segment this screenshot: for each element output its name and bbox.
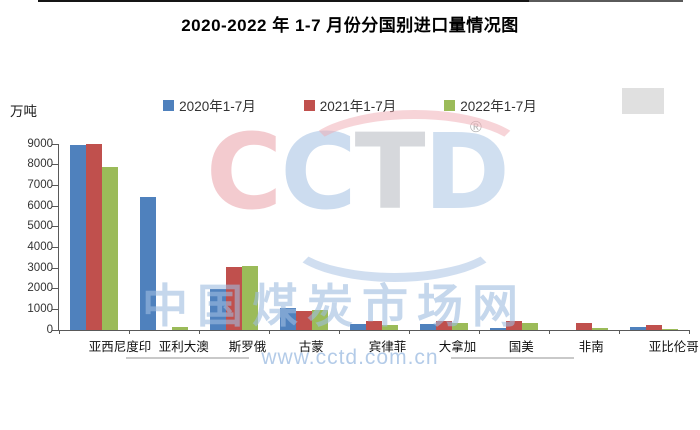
bar-group: [129, 197, 199, 330]
x-axis-category-label: 美国: [506, 340, 534, 356]
bar: [630, 327, 646, 330]
x-axis-category-label: 澳大利亚: [156, 340, 209, 356]
bar: [576, 323, 592, 330]
legend-item: 2020年1-7月: [163, 95, 256, 115]
y-axis-tick: [52, 184, 58, 186]
bar: [452, 323, 468, 330]
y-axis-tick-label: 6000: [27, 199, 53, 212]
y-axis-tick-label: 8000: [27, 158, 53, 171]
y-axis-tick: [52, 164, 58, 166]
chart-title: 2020-2022 年 1-7 月份分国别进口量情况图: [181, 16, 519, 35]
legend-label: 2022年1-7月: [460, 99, 537, 114]
y-axis-tick-label: 3000: [27, 261, 53, 274]
x-axis-category-label: 印度尼西亚: [86, 340, 151, 356]
bar-group: [479, 321, 549, 330]
x-axis-tick: [478, 330, 480, 334]
y-axis-tick-label: 5000: [27, 220, 53, 233]
y-axis-tick: [52, 288, 58, 290]
registered-trademark-icon: ®: [470, 119, 482, 136]
top-border-line: [38, 0, 529, 2]
x-axis-tick: [618, 330, 620, 334]
y-axis-tick: [52, 308, 58, 310]
bar-group: [269, 308, 339, 330]
x-axis-category-label: 蒙古: [296, 340, 324, 356]
y-axis-tick-label: 7000: [27, 178, 53, 191]
y-axis-tick: [52, 205, 58, 207]
bar: [280, 308, 296, 330]
plot-area: 0 1000 2000 3000 4000 5000 6000 7000 8000 9000 印度尼…: [27, 138, 698, 356]
bar-group: [549, 323, 619, 330]
bar: [86, 144, 102, 330]
y-axis-tick-label: 0: [46, 323, 53, 336]
bar-group: [619, 325, 689, 330]
top-border-line-light: [529, 0, 683, 2]
x-axis-category-label: 加拿大: [436, 340, 476, 356]
x-axis-category-label: 俄罗斯: [226, 340, 266, 356]
x-axis-category-label: 哥伦比亚: [646, 340, 699, 356]
bar-group: [59, 144, 129, 330]
y-axis-tick-label: 2000: [27, 282, 53, 295]
x-axis-category-label: 菲律宾: [366, 340, 406, 356]
bar: [312, 310, 328, 330]
y-axis-tick: [52, 226, 58, 228]
bar: [210, 289, 226, 330]
watermark-line-right: [450, 356, 574, 359]
legend-marker: [303, 99, 315, 111]
x-axis-tick: [128, 330, 130, 334]
bar-group: [199, 266, 269, 330]
legend-item: 2021年1-7月: [303, 95, 397, 115]
legend-label: 2021年1-7月: [319, 99, 397, 114]
bar-group: [409, 321, 479, 330]
bar: [490, 328, 506, 330]
x-axis-tick: [548, 330, 550, 334]
bar: [140, 197, 156, 330]
y-axis-tick: [52, 246, 58, 248]
y-axis-tick-label: 1000: [27, 302, 53, 315]
bar: [506, 321, 522, 330]
bar: [242, 266, 258, 330]
y-axis-tick: [52, 143, 58, 145]
x-axis-tick: [58, 330, 60, 334]
x-axis-tick: [408, 330, 410, 334]
legend-marker: [444, 99, 456, 111]
bar: [350, 324, 366, 330]
y-axis-unit-label: 万吨: [10, 104, 37, 119]
bar: [70, 145, 86, 330]
bar: [662, 329, 678, 330]
x-axis-tick: [198, 330, 200, 334]
legend: 2020年1-7月 2021年1-7月 2022年1-7月: [0, 95, 700, 115]
bar: [382, 325, 398, 330]
x-axis-tick: [338, 330, 340, 334]
bar: [522, 323, 538, 330]
y-axis-tick: [52, 267, 58, 269]
bar: [646, 325, 662, 330]
x-axis-category-label: 南非: [576, 340, 604, 356]
y-axis-tick-label: 9000: [27, 137, 53, 150]
x-axis-tick: [268, 330, 270, 334]
legend-label: 2020年1-7月: [179, 99, 256, 114]
y-axis-tick: [52, 329, 58, 331]
x-axis-tick: [688, 330, 690, 334]
bar: [436, 321, 452, 330]
legend-marker: [163, 99, 175, 111]
bar-group: [339, 321, 409, 330]
watermark-line-left: [126, 356, 250, 359]
bar: [366, 321, 382, 330]
bar: [172, 327, 188, 330]
bar: [296, 311, 312, 330]
bar: [226, 267, 242, 330]
watermark-url: www.cctd.com.cn: [261, 346, 439, 369]
bar: [102, 167, 118, 330]
legend-item: 2022年1-7月: [444, 95, 537, 115]
bar: [420, 324, 436, 330]
y-axis-tick-label: 4000: [27, 240, 53, 253]
bar: [592, 328, 608, 330]
